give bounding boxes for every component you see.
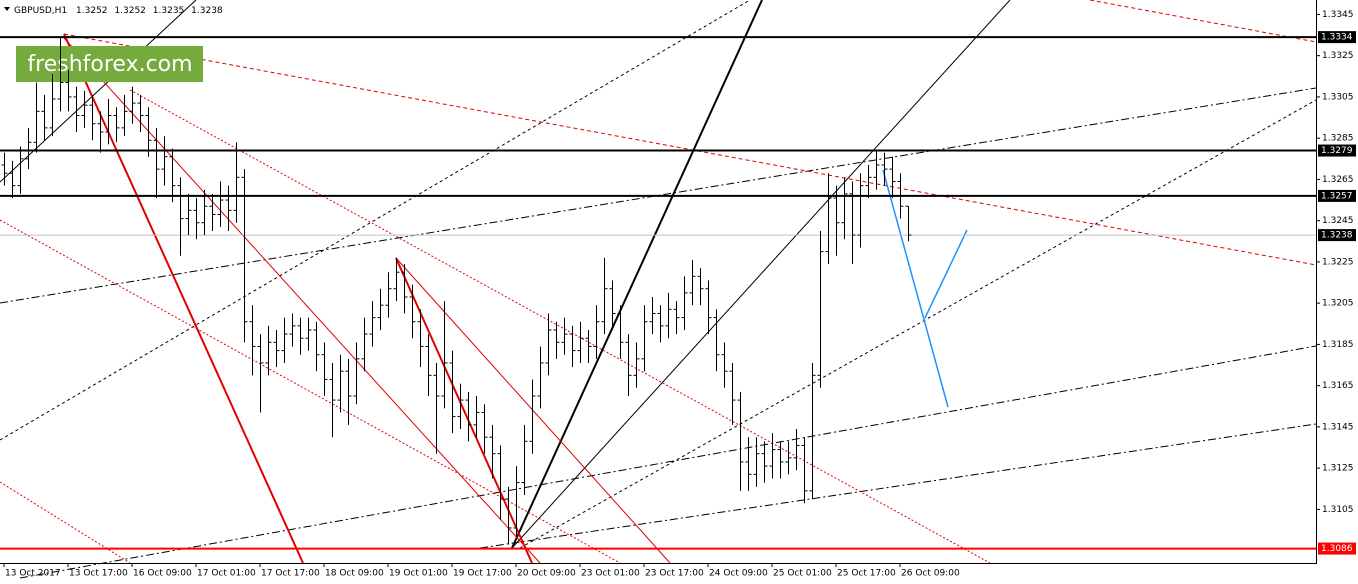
header-open: 1.3252 — [76, 6, 108, 16]
price-level-label: 1.3279 — [1321, 146, 1353, 156]
trend-line — [63, 33, 304, 564]
price-level-label: 1.3334 — [1321, 33, 1353, 43]
trend-line — [0, 481, 131, 564]
x-tick-label: 13 Oct 17:00 — [69, 569, 128, 579]
forecast-line — [924, 229, 968, 319]
x-tick-label: 25 Oct 17:00 — [837, 569, 896, 579]
trend-line — [0, 0, 751, 441]
price-level-box — [1318, 31, 1356, 44]
watermark-box — [16, 46, 203, 82]
y-tick-label: 1.3145 — [1322, 422, 1354, 432]
header-low: 1.3235 — [153, 6, 185, 16]
trend-line — [395, 257, 533, 564]
trend-line — [0, 87, 1317, 304]
y-tick-label: 1.3245 — [1322, 216, 1354, 226]
chart-header: GBPUSD,H1 1.3252 1.3252 1.3235 1.3238 — [14, 6, 223, 16]
header-marker — [4, 7, 10, 11]
x-tick-label: 17 Oct 01:00 — [197, 569, 256, 579]
x-tick-label: 19 Oct 01:00 — [389, 569, 448, 579]
trend-line — [0, 219, 621, 564]
trend-line — [63, 33, 1317, 266]
y-tick-label: 1.3165 — [1322, 381, 1354, 391]
header-close: 1.3238 — [191, 6, 223, 16]
trend-line — [129, 89, 991, 564]
price-level-box — [1318, 229, 1356, 242]
y-tick-label: 1.3185 — [1322, 340, 1354, 350]
y-tick-label: 1.3265 — [1322, 175, 1354, 185]
x-tick-label: 18 Oct 09:00 — [325, 569, 384, 579]
y-tick-label: 1.3325 — [1322, 51, 1354, 61]
watermark: freshforex.com — [16, 46, 203, 82]
x-tick-label: 26 Oct 09:00 — [901, 569, 960, 579]
trend-line — [0, 0, 197, 183]
x-tick-label: 13 Oct 2017 — [5, 569, 61, 579]
x-tick-label: 16 Oct 09:00 — [133, 569, 192, 579]
price-level-label: 1.3238 — [1321, 231, 1353, 241]
watermark-text: freshforex.com — [27, 52, 192, 77]
price-level-label: 1.3257 — [1321, 191, 1353, 201]
x-tick-label: 25 Oct 01:00 — [773, 569, 832, 579]
y-tick-label: 1.3345 — [1322, 10, 1354, 20]
trend-line — [479, 423, 1317, 549]
x-tick-label: 20 Oct 09:00 — [517, 569, 576, 579]
y-tick-label: 1.3305 — [1322, 92, 1354, 102]
chart-title: GBPUSD,H1 — [14, 6, 67, 16]
forecast-line — [882, 169, 949, 408]
y-tick-label: 1.3205 — [1322, 299, 1354, 309]
x-tick-label: 17 Oct 17:00 — [261, 569, 320, 579]
trend-line — [511, 0, 1011, 549]
header-high: 1.3252 — [114, 6, 146, 16]
price-level-box — [1318, 144, 1356, 157]
trend-line — [63, 37, 541, 564]
trend-line — [19, 345, 1317, 579]
x-tick-label: 23 Oct 01:00 — [581, 569, 640, 579]
trend-line — [519, 99, 1317, 549]
analysis-drawings — [0, 0, 1317, 579]
trend-line — [511, 0, 763, 549]
y-tick-label: 1.3105 — [1322, 505, 1354, 515]
y-tick-label: 1.3285 — [1322, 134, 1354, 144]
y-tick-label: 1.3125 — [1322, 464, 1354, 474]
price-level-box — [1318, 189, 1356, 202]
x-tick-label: 24 Oct 09:00 — [709, 569, 768, 579]
x-tick-label: 23 Oct 17:00 — [645, 569, 704, 579]
price-level-box — [1318, 542, 1356, 555]
trend-line — [1089, 0, 1317, 43]
y-tick-label: 1.3225 — [1322, 257, 1354, 267]
x-tick-label: 19 Oct 17:00 — [453, 569, 512, 579]
price-level-label: 1.3086 — [1321, 544, 1353, 554]
